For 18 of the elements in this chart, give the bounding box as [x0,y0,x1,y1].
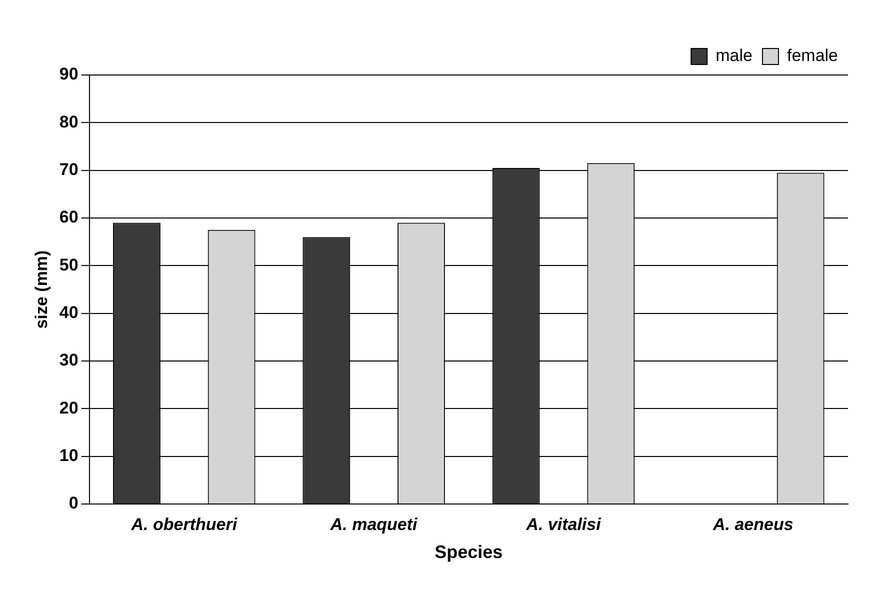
y-tick-label: 90 [59,64,78,84]
x-tick-label: A. maqueti [329,514,419,534]
y-tick-label: 40 [59,303,78,322]
y-tick-label: 10 [59,446,78,466]
x-tick-label: A. oberthueri [130,514,238,534]
x-axis-title: Species [434,542,503,562]
y-tick-label: 50 [59,255,78,274]
x-tick-label: A. vitalisi [525,514,602,534]
y-tick-label: 70 [59,160,78,180]
legend-label: female [786,46,838,66]
y-axis-title: size (mm) [32,250,51,329]
y-tick-label: 60 [59,208,78,227]
y-tick-label: 30 [59,350,78,370]
legend-label: male [716,46,752,66]
x-tick-label: A. aeneus [712,514,794,534]
y-tick-label: 20 [59,398,78,418]
y-tick-label: 0 [68,494,78,513]
y-tick-label: 80 [59,112,78,132]
